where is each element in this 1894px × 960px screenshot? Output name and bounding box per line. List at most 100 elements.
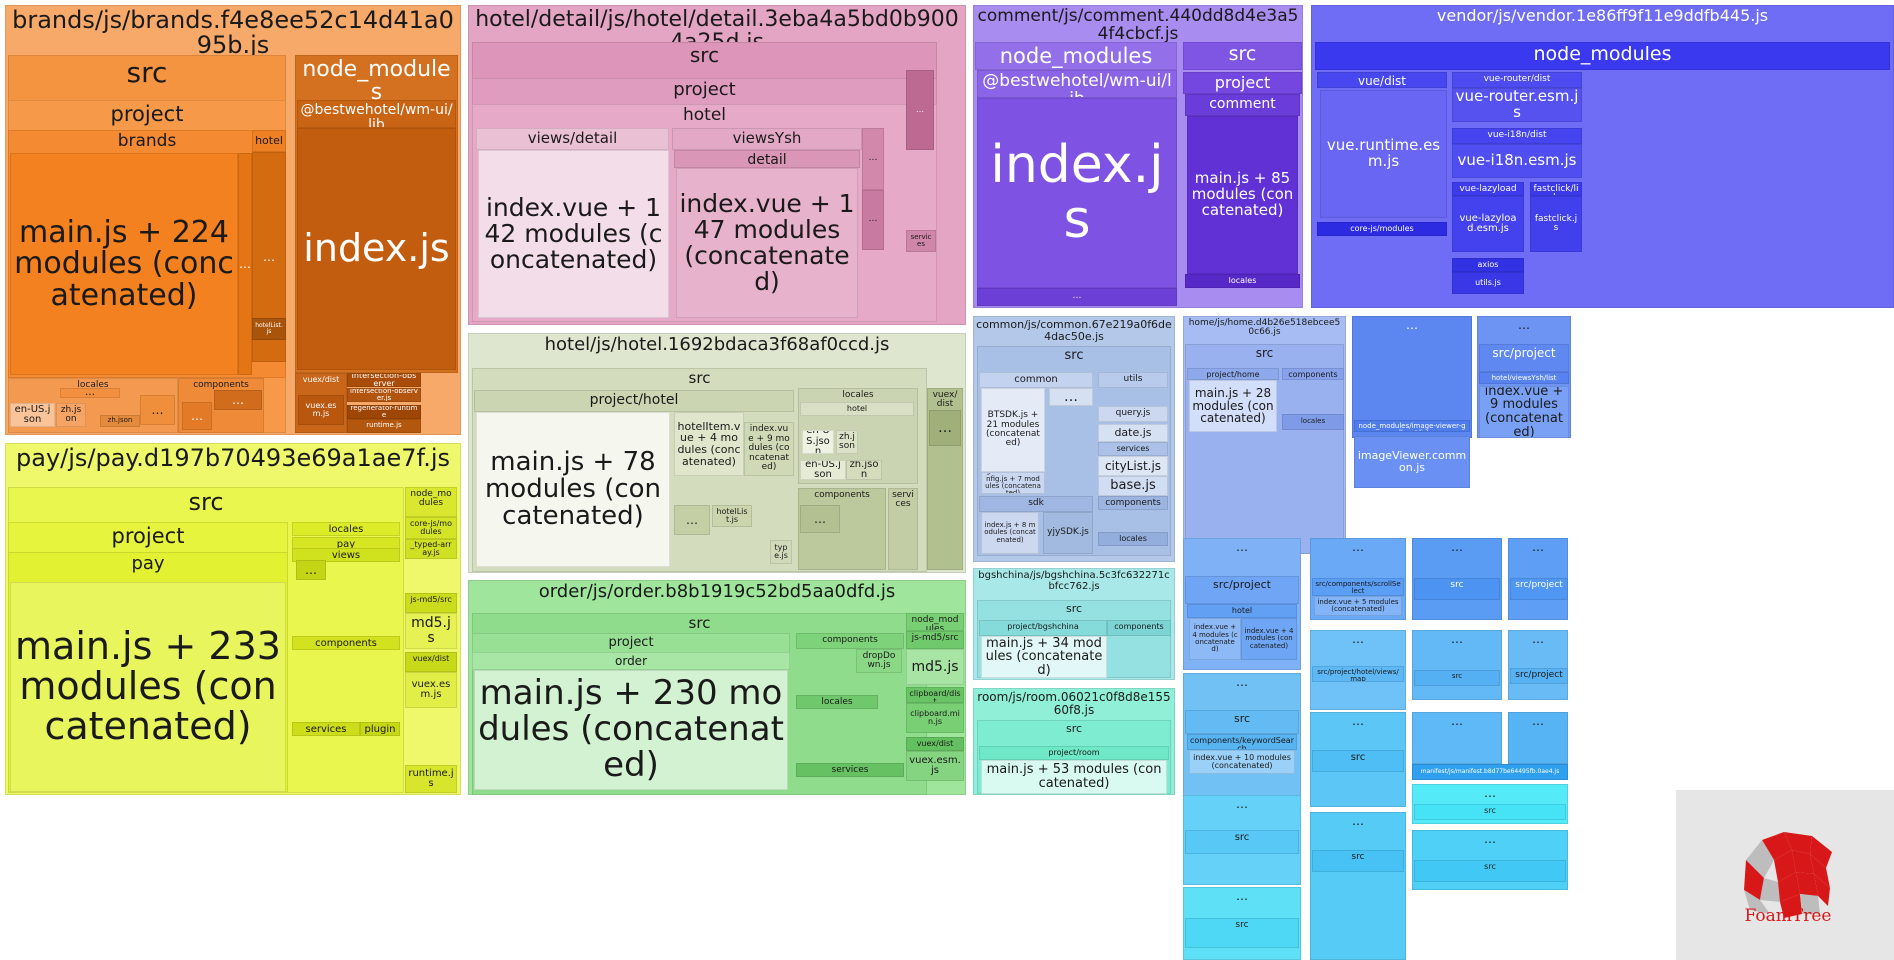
treemap-node-collapsed[interactable]: …	[140, 395, 175, 425]
treemap-node-zh-json[interactable]: zh.json	[836, 430, 858, 454]
treemap-node-services[interactable]: services	[888, 488, 918, 570]
treemap-node-dropdown-js[interactable]: dropDown.js	[856, 649, 902, 673]
treemap-node-project-bgshchina[interactable]: project/bgshchina	[979, 620, 1107, 636]
treemap-node-manifest-js-manifest-b8d77be64495fb-0ae4-js[interactable]: manifest/js/manifest.b8d77be64495fb.0ae4…	[1412, 764, 1568, 780]
treemap-node-runtime-js[interactable]: runtime.js	[405, 765, 457, 793]
treemap-node-node-modules[interactable]: node_modules	[975, 42, 1177, 70]
treemap-node-typed-array-js[interactable]: _typed-array.js	[405, 539, 457, 559]
treemap-node-collapsed[interactable]: …	[214, 390, 262, 410]
treemap-node-axios[interactable]: axios	[1452, 258, 1524, 272]
treemap-node-components[interactable]: components	[1098, 496, 1168, 510]
treemap-node-collapsed[interactable]: …	[862, 190, 884, 250]
treemap-node-index-vue-10-modules-concatenated[interactable]: index.vue + 10 modules (concatenated)	[1189, 750, 1295, 774]
treemap-node-src-project[interactable]: src/project	[1479, 344, 1569, 372]
treemap-node-vuex-esm-js[interactable]: vuex.esm.js	[906, 751, 964, 781]
treemap-node-date-js[interactable]: date.js	[1098, 424, 1168, 442]
treemap-node-src[interactable]: src	[1185, 830, 1299, 854]
treemap-node-locales[interactable]: locales	[292, 522, 400, 536]
treemap-node-main-js-78-modules-concatenated[interactable]: main.js + 78 modules (concatenated)	[476, 412, 670, 567]
treemap-node-services[interactable]: services	[796, 763, 904, 777]
treemap-node-hotel-viewsysh-list[interactable]: hotel/viewsYsh/list	[1479, 372, 1569, 384]
treemap-node-md5-js[interactable]: md5.js	[906, 649, 964, 685]
treemap-node-src[interactable]: src	[1312, 850, 1404, 872]
treemap-node-vue-router-dist[interactable]: vue-router/dist	[1452, 72, 1582, 88]
treemap-node-collapsed[interactable]: …	[862, 128, 884, 190]
treemap-node-src-project[interactable]: src/project	[1185, 576, 1299, 604]
treemap-node-src[interactable]: src	[1312, 750, 1404, 772]
treemap-node-utils-js[interactable]: utils.js	[1452, 272, 1524, 294]
treemap-node-runtime-js[interactable]: runtime.js	[347, 419, 421, 433]
treemap-node-src[interactable]: src	[1414, 804, 1566, 820]
treemap-node-collapsed[interactable]: …	[674, 505, 710, 535]
treemap-node-node-modules[interactable]: node_modules	[405, 487, 457, 517]
treemap-node-sdk[interactable]: sdk	[979, 496, 1093, 512]
treemap-node-main-js-224-modules-concatenated[interactable]: main.js + 224 modules (concatenated)	[10, 153, 238, 375]
treemap-node-index-js-8-modules-concatenated[interactable]: index.js + 8 modules (concatenated)	[981, 512, 1039, 554]
treemap-node-plugins[interactable]: plugins	[360, 722, 400, 736]
treemap-node-collapsed[interactable]: …	[60, 388, 120, 398]
treemap-node-components[interactable]: components	[292, 636, 400, 650]
treemap-node-collapsed[interactable]: …	[1508, 712, 1568, 764]
treemap-node-en-us-json[interactable]: en-US.json	[10, 403, 55, 427]
treemap-node-src[interactable]: src	[1414, 670, 1500, 686]
treemap-node-index-vue-9-modules-concatenated[interactable]: index.vue + 9 modules (concatenated)	[1479, 386, 1569, 438]
treemap-node-src-project[interactable]: src/project	[1510, 668, 1568, 684]
treemap-node-locales[interactable]: locales	[796, 695, 878, 709]
treemap-node-bestwehotel-wm-ui-lib[interactable]: @bestwehotel/wm-ui/lib	[297, 100, 456, 128]
treemap-node-js-md5-src[interactable]: js-md5/src	[405, 593, 457, 613]
treemap-node-node-modules-image-viewer-gallery-dist[interactable]: node_modules/image-viewer-gallery/dist	[1354, 420, 1470, 432]
treemap-node-index-vue-4-modules-concatenated[interactable]: index.vue + 4 modules (concatenated)	[1241, 618, 1297, 660]
treemap-node-project-hotel[interactable]: project/hotel	[474, 390, 794, 412]
treemap-node-common[interactable]: common	[979, 372, 1093, 388]
treemap-node-collapsed[interactable]: …	[1412, 712, 1502, 764]
treemap-node-src[interactable]: src	[1414, 578, 1500, 600]
treemap-node-yjysdk-js[interactable]: yjySDK.js	[1043, 512, 1093, 554]
treemap-node-locales[interactable]: locales	[1282, 414, 1344, 430]
treemap-node-collapsed[interactable]: …	[929, 410, 961, 446]
treemap-node-index-vue-5-modules-concatenated[interactable]: index.vue + 5 modules (concatenated)	[1314, 596, 1402, 616]
treemap-node-collapsed[interactable]: …	[238, 153, 252, 375]
treemap-node-components[interactable]: components	[1107, 620, 1171, 636]
treemap-node-en-us-json[interactable]: en-US.json	[800, 460, 846, 480]
treemap-node-main-js-85-modules-concatenated[interactable]: main.js + 85 modules (concatenated)	[1187, 116, 1298, 274]
treemap-node-core-js-modules[interactable]: core-js/modules	[1317, 222, 1447, 236]
treemap-node-src-project-hotel-views-map[interactable]: src/project/hotel/views/map	[1312, 666, 1404, 682]
treemap-node-src-components-scrollselect[interactable]: src/components/scrollSelect	[1312, 578, 1404, 596]
treemap-node-vue-dist[interactable]: vue/dist	[1317, 72, 1447, 88]
treemap-node-components-keywordsearch[interactable]: components/keywordSearch	[1187, 734, 1297, 750]
treemap-node-main-js-28-modules-concatenated[interactable]: main.js + 28 modules (concatenated)	[1189, 380, 1277, 432]
treemap-node-project-room[interactable]: project/room	[979, 746, 1169, 760]
treemap-node-components[interactable]: components	[796, 633, 904, 649]
treemap-node-src[interactable]: src	[1183, 42, 1302, 70]
treemap-node-globalrouterconfig-js-7-modules-concatenated[interactable]: globalRouterConfig.js + 7 modules (conca…	[981, 472, 1045, 494]
treemap-node-main-js-233-modules-concatenated[interactable]: main.js + 233 modules (concatenated)	[10, 582, 286, 792]
treemap-node-hotel[interactable]: hotel	[800, 402, 914, 416]
treemap-node-src[interactable]: src	[1185, 918, 1299, 948]
treemap-node-hotellist-js[interactable]: hotelList.js	[252, 318, 286, 340]
treemap-node-main-js-53-modules-concatenated[interactable]: main.js + 53 modules (concatenated)	[981, 760, 1167, 794]
treemap-node-collapsed[interactable]: …	[296, 560, 326, 580]
treemap-node-type-js[interactable]: type.js	[770, 540, 792, 564]
treemap-node-base-js[interactable]: base.js	[1098, 476, 1168, 496]
treemap-node-clipboard-dist[interactable]: clipboard/dist	[906, 687, 964, 703]
treemap-node-collapsed[interactable]: …	[1412, 630, 1502, 700]
treemap-node-index-js[interactable]: index.js	[977, 98, 1177, 288]
treemap-node-regenerator-runtime[interactable]: regenerator-runtime	[347, 405, 421, 419]
treemap-node-collapsed[interactable]: …	[1352, 316, 1472, 438]
treemap-node-order[interactable]: order	[472, 652, 790, 670]
treemap-node-vue-lazyload[interactable]: vue-lazyload	[1452, 182, 1524, 196]
treemap-node-md5-js[interactable]: md5.js	[405, 613, 457, 649]
treemap-node-utils[interactable]: utils	[1098, 372, 1168, 388]
treemap-node-hotel[interactable]: hotel	[252, 130, 286, 152]
treemap-node-collapsed[interactable]: …	[1310, 812, 1406, 960]
treemap-node-vuex-dist[interactable]: vuex/dist	[906, 737, 964, 751]
treemap-node-intersection-observer-js[interactable]: intersection-observer.js	[347, 388, 421, 402]
treemap-node-index-js[interactable]: index.js	[297, 128, 456, 370]
treemap-node-node-modules[interactable]: node_modules	[1315, 42, 1890, 70]
treemap-node-main-js-230-modules-concatenated[interactable]: main.js + 230 modules (concatenated)	[474, 670, 788, 790]
treemap-node-collapsed[interactable]: …	[1508, 630, 1568, 700]
treemap-node-src-project[interactable]: src/project	[1510, 578, 1568, 600]
treemap-node-citylist-js[interactable]: cityList.js	[1098, 456, 1168, 476]
treemap-node-vuex-dist[interactable]: vuex/dist	[405, 652, 457, 672]
